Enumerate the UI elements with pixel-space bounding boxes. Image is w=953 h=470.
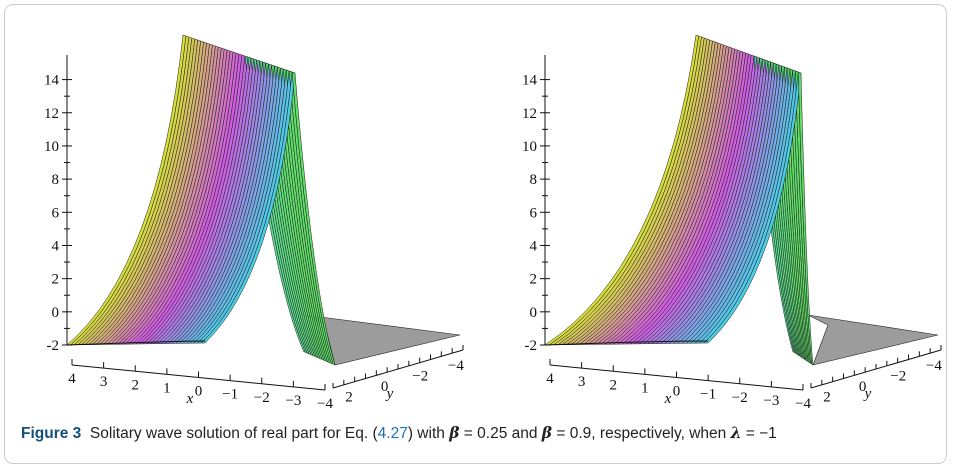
- z-tick-label: 2: [530, 272, 538, 288]
- y-tick-label: −2: [890, 368, 906, 384]
- z-tick-label: 6: [52, 205, 60, 221]
- x-tick-label: 0: [673, 384, 681, 400]
- x-axis-title: x: [664, 391, 672, 407]
- surface-mesh: [544, 34, 939, 366]
- y-tick-label: 0: [859, 379, 867, 395]
- surface-strip-back: [291, 71, 336, 366]
- x-tick-label: 2: [132, 377, 140, 393]
- z-tick-label: 10: [522, 139, 537, 155]
- z-tick-label: 6: [530, 205, 538, 221]
- lambda-symbol: λ: [730, 423, 742, 442]
- equation-link[interactable]: 4.27: [377, 425, 408, 442]
- caption-text-2: ) with: [407, 425, 450, 442]
- x-tick-label: 1: [641, 380, 649, 396]
- y-axis-title: y: [385, 386, 394, 402]
- z-tick-label: 12: [522, 106, 537, 122]
- surface-strip-back: [797, 71, 814, 366]
- caption-text-4: = 0.9, respectively, when: [552, 425, 731, 442]
- y-tick-label: 2: [823, 389, 831, 405]
- surface-front-edge: [66, 340, 206, 346]
- z-tick-label: 10: [44, 139, 59, 155]
- z-tick-label: 8: [530, 172, 538, 188]
- z-tick-label: 12: [44, 106, 59, 122]
- y-tick-label: 0: [381, 379, 389, 395]
- z-tick-label: 14: [522, 73, 538, 89]
- x-tick-label: −3: [285, 393, 301, 409]
- z-tick-label: 0: [52, 305, 60, 321]
- figure-caption: Figure 3 Solitary wave solution of real …: [21, 423, 946, 443]
- surface-plot-left: 14 12 10 8 6 4 2 0 -2 4 3 2 1 0 −1 −2 −3 −4 x 2 0 −2 −4 y: [5, 5, 470, 410]
- surface-plot-right: 14 12 10 8 6 4 2 0 -2 4 3 2 1 0 −1 −2 −3 −4 x 2 0 −2 −4 y: [483, 5, 948, 410]
- caption-text-1: Solitary wave solution of real part for …: [89, 425, 378, 442]
- caption-text-5: = −1: [741, 425, 777, 442]
- x-tick-label: −2: [254, 390, 270, 406]
- beta-symbol-2: β: [541, 423, 553, 442]
- y-tick-label: −4: [926, 358, 942, 374]
- surface-front-edge: [544, 340, 709, 346]
- x-tick-label: −4: [795, 396, 811, 410]
- z-tick-label: 8: [52, 172, 60, 188]
- x-tick-label: 4: [546, 371, 554, 387]
- x-tick-label: 4: [68, 371, 76, 387]
- surface-mesh: [66, 34, 461, 366]
- figure-frame: 14 12 10 8 6 4 2 0 -2 4 3 2 1 0 −1 −2 −3 −4 x 2 0 −2 −4 y 14 12 1…: [4, 4, 947, 464]
- x-tick-label: 1: [163, 380, 171, 396]
- surface-back-plane: [807, 314, 939, 366]
- x-tick-label: 3: [578, 374, 586, 390]
- z-tick-label: 4: [52, 238, 60, 254]
- z-tick-label: 14: [44, 73, 60, 89]
- x-tick-label: 0: [195, 384, 203, 400]
- x-tick-label: −3: [763, 393, 779, 409]
- z-tick-label: 4: [530, 238, 538, 254]
- beta-symbol-1: β: [449, 423, 460, 442]
- x-tick-label: −4: [317, 396, 333, 410]
- figure-label: Figure 3: [21, 425, 82, 442]
- z-tick-label: 2: [52, 272, 60, 288]
- y-axis-title: y: [863, 386, 872, 402]
- y-tick-label: 2: [345, 389, 353, 405]
- z-tick-label: -2: [47, 338, 60, 354]
- caption-text-3: = 0.25 and: [459, 425, 542, 442]
- x-tick-label: −1: [222, 387, 238, 403]
- x-tick-label: 3: [100, 374, 108, 390]
- y-tick-label: −2: [412, 368, 428, 384]
- x-tick-label: 2: [610, 377, 618, 393]
- z-tick-label: -2: [525, 338, 538, 354]
- z-tick-label: 0: [530, 305, 538, 321]
- x-tick-label: −2: [732, 390, 748, 406]
- x-tick-label: −1: [700, 387, 716, 403]
- y-tick-label: −4: [448, 358, 464, 374]
- x-axis-title: x: [186, 391, 194, 407]
